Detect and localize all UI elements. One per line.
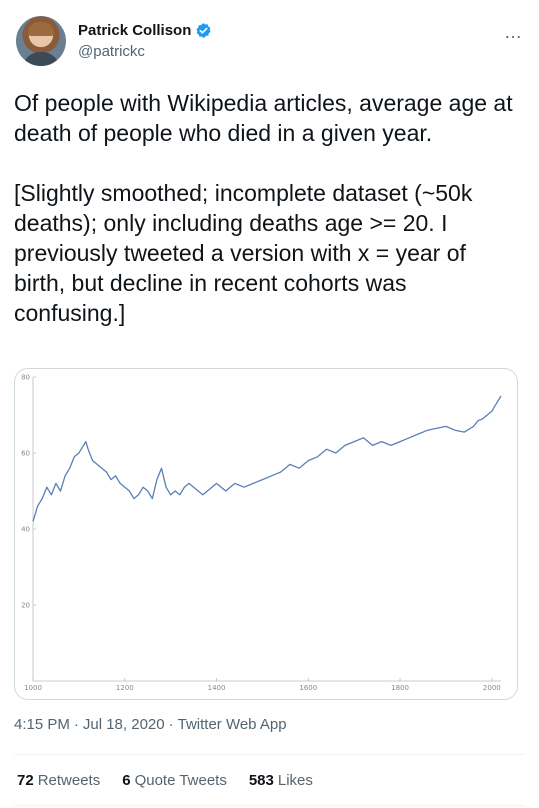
verified-badge-icon <box>196 23 211 38</box>
more-options-icon[interactable]: … <box>504 22 523 42</box>
avatar-shirt <box>22 52 60 66</box>
tweet-text: Of people with Wikipedia articles, avera… <box>14 90 513 326</box>
tweet-time[interactable]: 4:15 PM <box>14 716 70 733</box>
likes-count: 583 <box>248 772 274 789</box>
retweets-stat[interactable]: 72 Retweets <box>17 772 100 789</box>
author-name[interactable]: Patrick Collison <box>78 22 192 39</box>
meta-separator: · <box>168 716 174 733</box>
quote-tweets-count: 6 <box>122 772 131 789</box>
x-tick-label: 2000 <box>483 684 501 692</box>
avatar-hair <box>28 22 54 36</box>
meta-separator: · <box>73 716 79 733</box>
tweet-media-chart[interactable]: 20 40 60 80 1000 1200 1400 1600 1800 2000 <box>14 368 518 700</box>
x-tick-label: 1800 <box>391 684 409 692</box>
author-handle[interactable]: @patrickc <box>78 43 145 60</box>
avatar[interactable] <box>16 16 66 66</box>
quote-tweets-label: Quote Tweets <box>134 772 227 789</box>
retweets-label: Retweets <box>37 772 101 789</box>
author-name-row: Patrick Collison <box>78 22 212 39</box>
tweet-header: Patrick Collison @patrickc … <box>16 16 523 68</box>
likes-stat[interactable]: 583 Likes <box>249 772 313 789</box>
y-tick-label: 80 <box>21 374 30 382</box>
x-tick-label: 1000 <box>24 684 42 692</box>
quote-tweets-stat[interactable]: 6 Quote Tweets <box>122 772 227 789</box>
y-tick-label: 20 <box>21 602 30 610</box>
series-line-0 <box>32 395 502 522</box>
divider <box>14 754 525 755</box>
tweet-source[interactable]: Twitter Web App <box>177 716 287 733</box>
retweets-count: 72 <box>17 772 34 789</box>
x-tick-label: 1600 <box>299 684 317 692</box>
tweet-date[interactable]: Jul 18, 2020 <box>82 716 165 733</box>
likes-label: Likes <box>277 772 313 789</box>
divider <box>14 805 525 806</box>
tweet-meta: 4:15 PM · Jul 18, 2020 · Twitter Web App <box>14 716 287 733</box>
x-tick-label: 1400 <box>208 684 226 692</box>
line-chart: 20 40 60 80 1000 1200 1400 1600 1800 2000 <box>21 374 502 692</box>
tweet-stats: 72 Retweets 6 Quote Tweets 583 Likes <box>17 772 313 789</box>
y-tick-label: 40 <box>21 526 30 534</box>
x-tick-label: 1200 <box>116 684 134 692</box>
author-block: Patrick Collison @patrickc <box>78 22 212 60</box>
y-tick-label: 60 <box>21 450 30 458</box>
